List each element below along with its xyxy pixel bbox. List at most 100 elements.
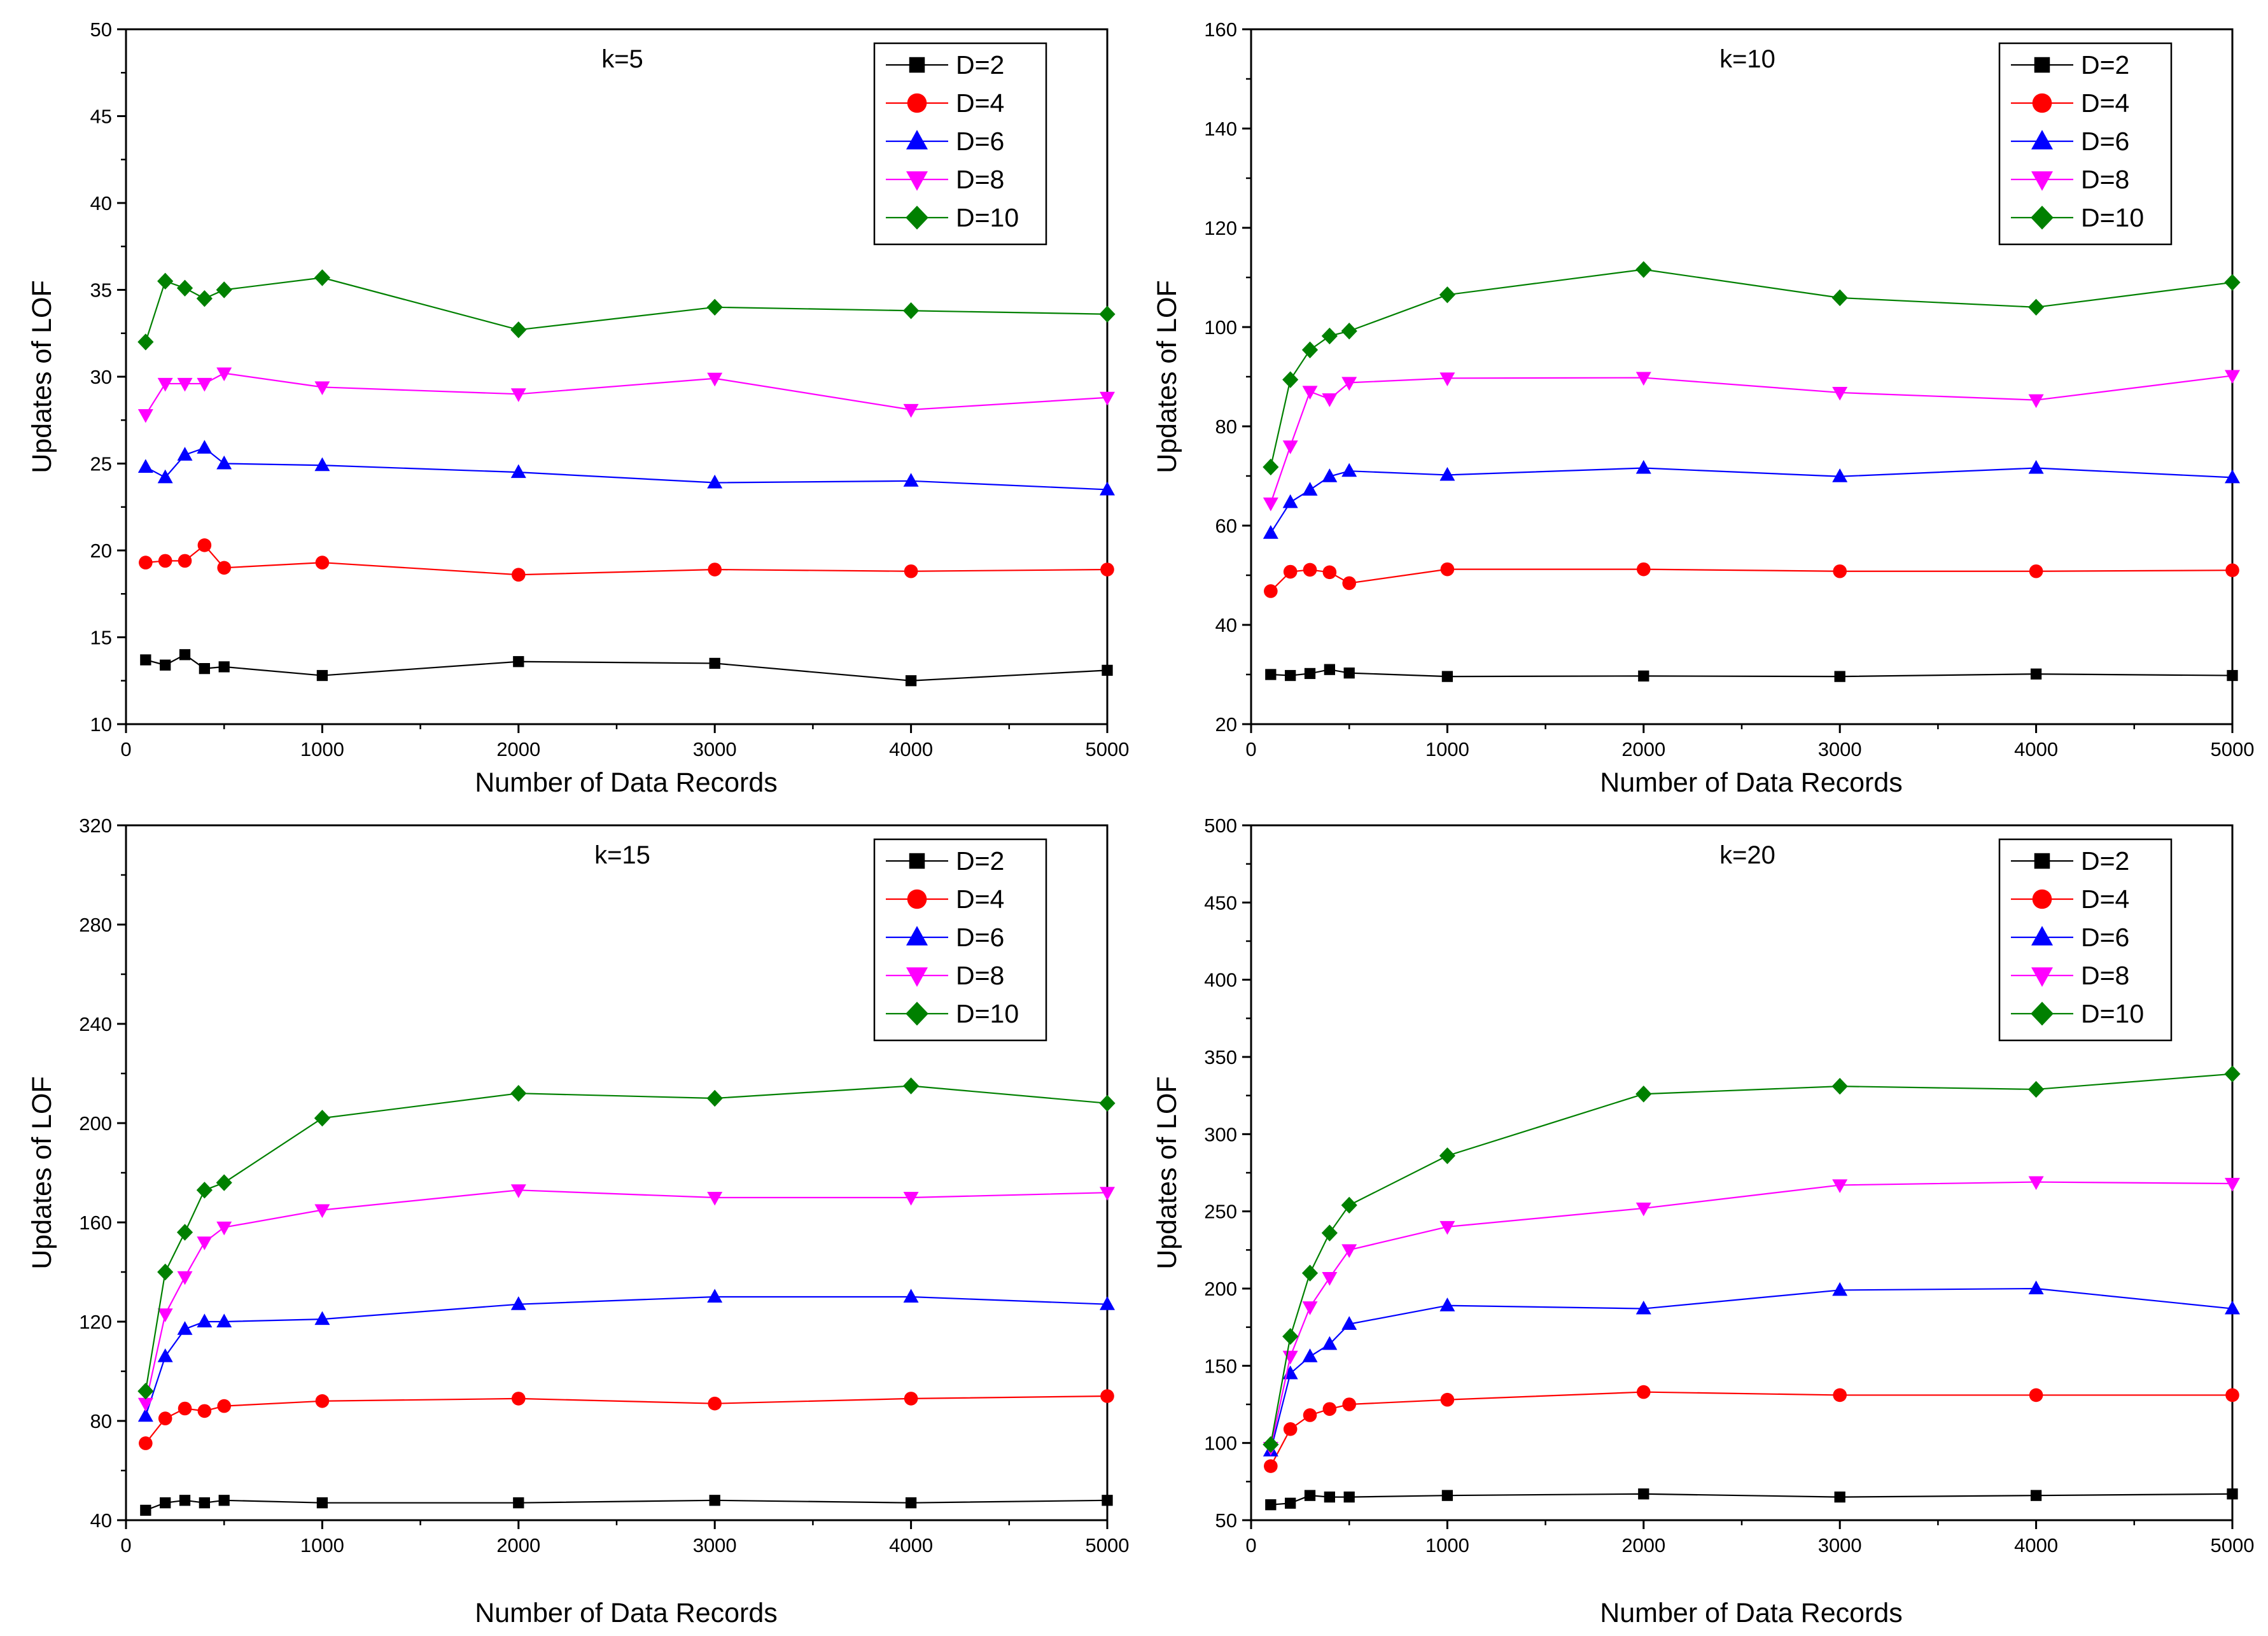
data-point: [1099, 305, 1116, 323]
y-tick-label: 250: [1204, 1201, 1237, 1223]
y-tick-label: 45: [90, 106, 112, 128]
data-point: [157, 469, 173, 484]
data-point: [218, 1495, 230, 1506]
data-point: [197, 1404, 212, 1418]
x-axis-title: Number of Data Records: [475, 767, 778, 798]
data-point: [218, 661, 230, 673]
data-point: [2028, 459, 2044, 474]
legend-marker: [2031, 967, 2053, 987]
data-point: [2028, 394, 2044, 409]
y-tick-label: 40: [1215, 614, 1237, 636]
data-point: [1282, 440, 1298, 454]
data-point: [2028, 1280, 2044, 1294]
y-tick-label: 160: [79, 1212, 112, 1234]
legend-label: D=4: [2081, 884, 2129, 914]
legend-marker: [2031, 130, 2053, 150]
y-tick-label: 25: [90, 453, 112, 475]
data-point: [1341, 1316, 1357, 1330]
legend-marker: [906, 206, 928, 230]
data-point: [178, 1401, 192, 1416]
legend-marker: [2034, 853, 2050, 869]
series-line-d6: [1270, 1287, 2233, 1451]
data-point: [197, 377, 213, 392]
legend-marker: [909, 853, 925, 869]
data-point: [512, 568, 526, 582]
data-point: [905, 1497, 917, 1509]
data-point: [1263, 525, 1278, 539]
x-tick-label: 1000: [300, 1534, 344, 1556]
x-tick-label: 2000: [1621, 738, 1665, 760]
data-point: [1302, 1348, 1318, 1362]
data-point: [158, 554, 172, 568]
data-point: [1833, 1388, 1847, 1402]
data-point: [2225, 1177, 2240, 1192]
legend-label: D=10: [956, 999, 1019, 1028]
data-point: [1322, 1336, 1338, 1350]
data-point: [2225, 1300, 2240, 1315]
y-tick-label: 300: [1204, 1123, 1237, 1145]
data-point: [1322, 1272, 1338, 1286]
y-tick-label: 160: [1204, 18, 1237, 41]
data-point: [709, 1495, 720, 1506]
data-point: [1637, 1385, 1651, 1399]
data-point: [1321, 327, 1338, 345]
data-point: [1638, 670, 1649, 682]
x-tick-label: 0: [1245, 738, 1256, 760]
legend-marker: [2031, 171, 2053, 191]
x-tick-label: 1000: [1425, 1534, 1469, 1556]
series-line-d6: [144, 1296, 1108, 1416]
data-point: [1341, 1196, 1357, 1214]
data-point: [315, 1394, 330, 1408]
data-point: [1100, 481, 1115, 496]
data-point: [2225, 563, 2239, 577]
legend-box: [1998, 838, 2173, 1042]
y-tick-label: 100: [1204, 316, 1237, 339]
data-point: [176, 1224, 193, 1241]
data-point: [1102, 1495, 1113, 1506]
data-point: [1439, 1220, 1455, 1235]
data-point: [1322, 468, 1338, 482]
data-point: [216, 1174, 232, 1191]
data-point: [1341, 323, 1357, 340]
data-point: [179, 1495, 191, 1506]
data-point: [1263, 1436, 1279, 1453]
data-point: [314, 381, 330, 395]
x-axis-title: Number of Data Records: [1600, 767, 1903, 798]
data-point: [1304, 668, 1316, 680]
data-point: [1100, 1389, 1114, 1403]
data-point: [903, 1077, 920, 1094]
data-point: [177, 377, 193, 392]
data-point: [1635, 372, 1651, 386]
x-tick-label: 0: [120, 1534, 131, 1556]
data-point: [179, 649, 191, 661]
data-point: [903, 1289, 919, 1303]
series-line-d8: [144, 372, 1108, 416]
data-point: [2029, 564, 2043, 578]
data-point: [708, 563, 722, 577]
data-point: [1831, 289, 1848, 307]
data-point: [314, 1204, 330, 1219]
data-point: [178, 554, 192, 568]
data-point: [510, 1184, 526, 1198]
legend-marker: [906, 1002, 928, 1026]
data-point: [510, 321, 527, 339]
legend-label: D=6: [956, 923, 1004, 952]
series-line-d8: [1270, 1181, 2233, 1448]
legend-label: D=6: [956, 127, 1004, 156]
data-point: [1285, 669, 1296, 682]
data-point: [510, 464, 526, 479]
series-line-d6: [1270, 467, 2233, 534]
data-point: [1263, 497, 1278, 512]
legend-label: D=8: [2081, 961, 2129, 990]
data-point: [314, 1311, 330, 1325]
data-point: [1283, 564, 1298, 579]
series-line-d10: [144, 1085, 1108, 1392]
x-tick-label: 1000: [300, 738, 344, 760]
data-point: [1834, 1491, 1845, 1503]
legend-marker: [909, 57, 925, 73]
x-tick-label: 2000: [496, 1534, 540, 1556]
x-tick-label: 5000: [2211, 738, 2255, 760]
legend-marker: [906, 130, 928, 150]
data-point: [1322, 1402, 1337, 1416]
data-point: [513, 1497, 524, 1509]
